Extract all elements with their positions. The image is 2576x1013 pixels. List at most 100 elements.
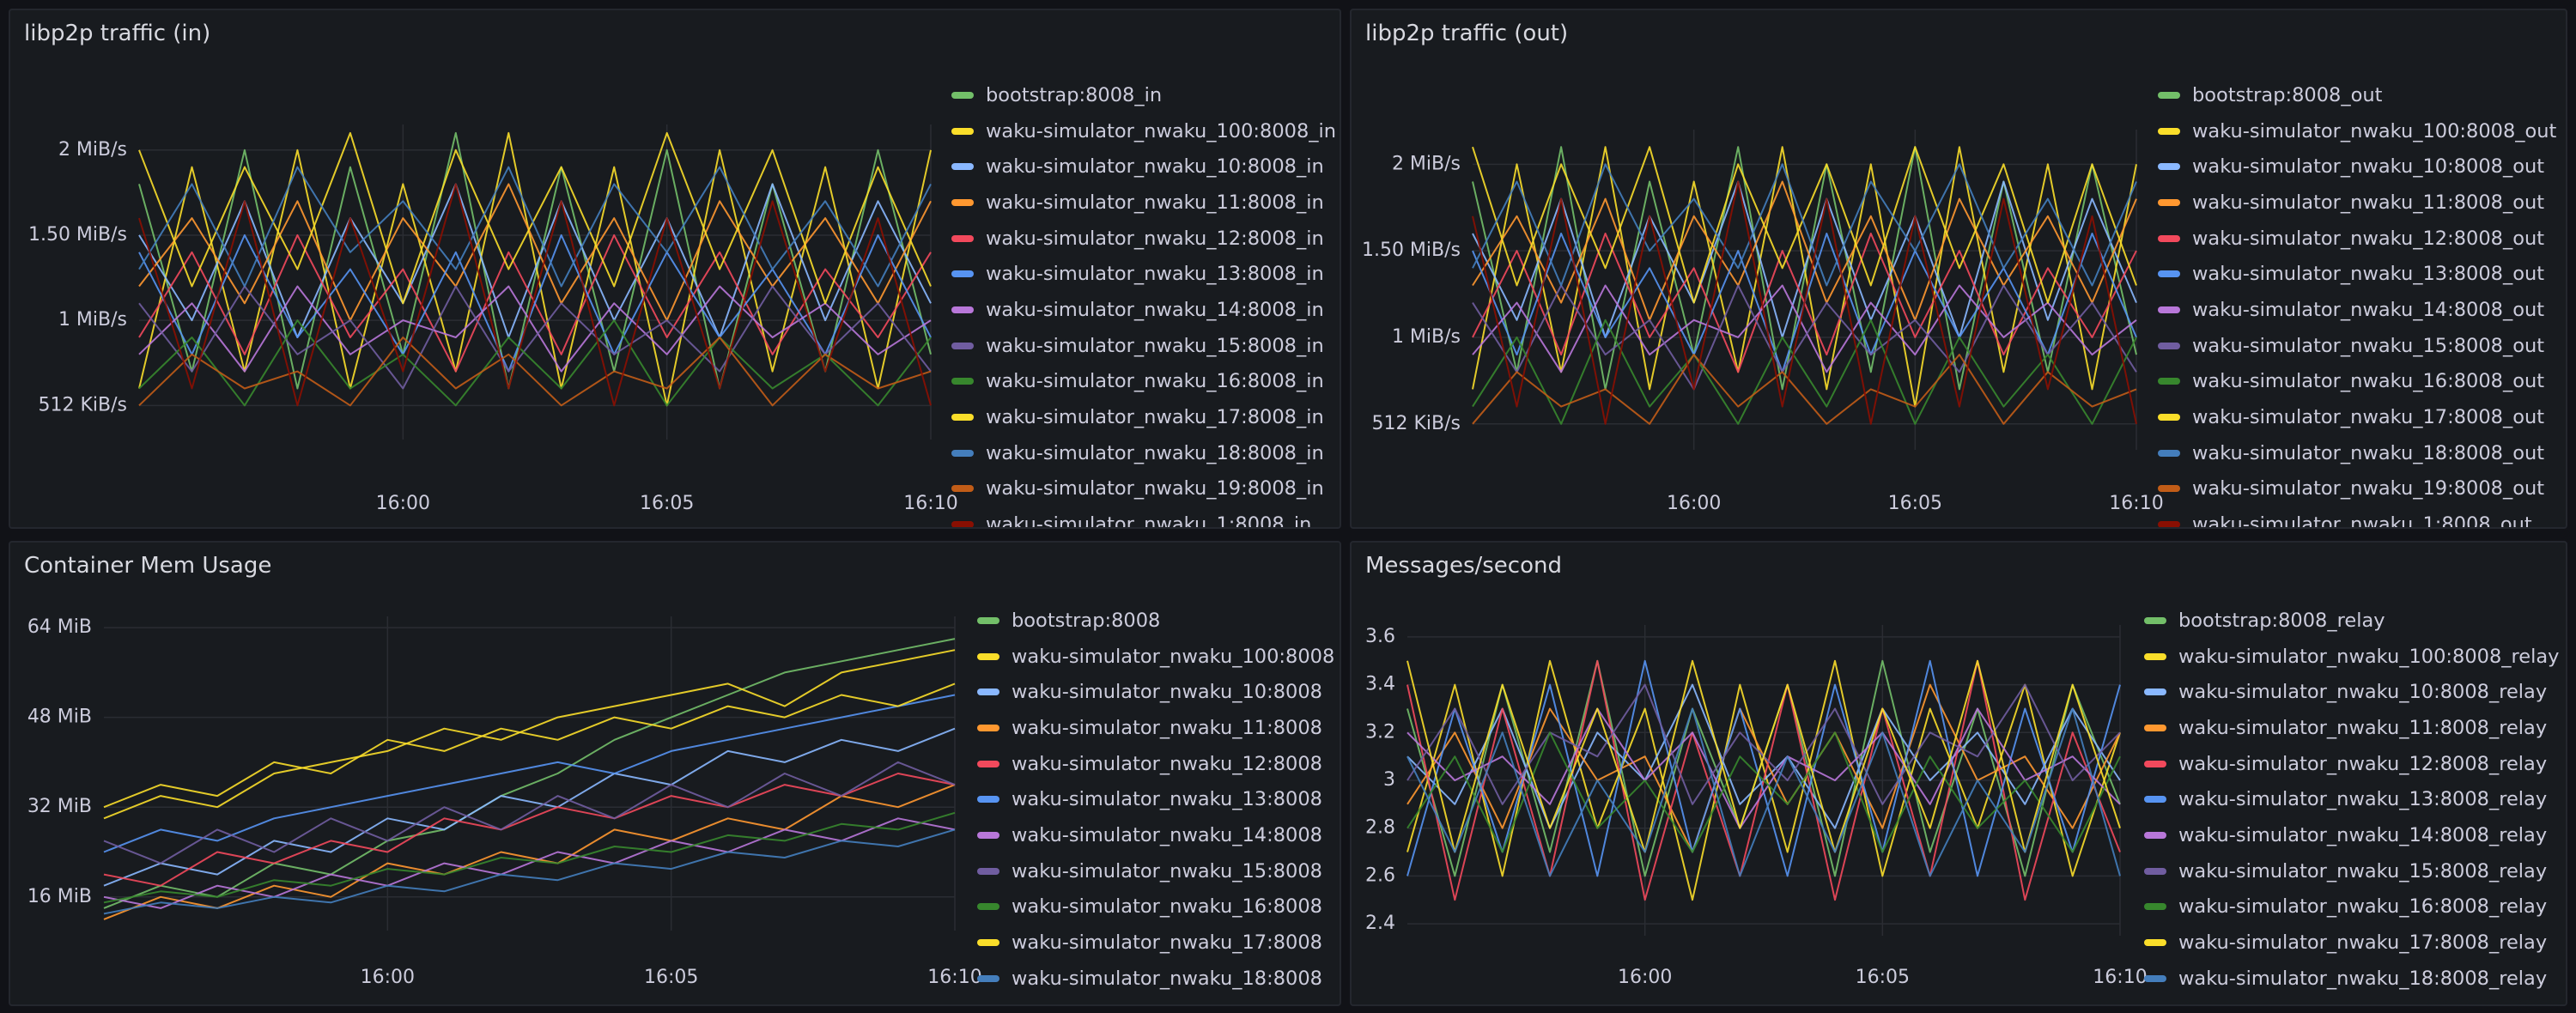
legend-item[interactable]: waku-simulator_nwaku_16:8008_relay bbox=[2144, 889, 2559, 925]
x-tick-label: 16:05 bbox=[640, 493, 694, 514]
legend-item[interactable]: waku-simulator_nwaku_17:8008_out bbox=[2158, 399, 2556, 435]
legend-swatch bbox=[977, 652, 999, 660]
legend-item[interactable]: waku-simulator_nwaku_14:8008_out bbox=[2158, 292, 2556, 328]
legend-swatch bbox=[2144, 796, 2166, 804]
legend-swatch bbox=[2158, 91, 2180, 99]
series-line bbox=[1406, 707, 2121, 829]
legend-item[interactable]: waku-simulator_nwaku_12:8008_out bbox=[2158, 221, 2556, 257]
legend-item[interactable]: waku-simulator_nwaku_13:8008_out bbox=[2158, 256, 2556, 292]
panel-title[interactable]: libp2p traffic (out) bbox=[1365, 21, 1569, 46]
legend-item[interactable]: waku-simulator_nwaku_17:8008_in bbox=[951, 399, 1336, 435]
legend-item[interactable]: waku-simulator_nwaku_19:8008_out bbox=[2158, 471, 2556, 507]
legend-item[interactable]: waku-simulator_nwaku_14:8008_in bbox=[951, 292, 1336, 328]
legend-item[interactable]: waku-simulator_nwaku_18:8008 bbox=[977, 961, 1334, 997]
series-line bbox=[1406, 731, 2121, 853]
legend-item[interactable]: bootstrap:8008_relay bbox=[2144, 603, 2559, 639]
legend-item[interactable]: waku-simulator_nwaku_10:8008_out bbox=[2158, 149, 2556, 185]
series-line bbox=[103, 649, 956, 820]
legend-item[interactable]: bootstrap:8008 bbox=[977, 603, 1334, 639]
legend-item[interactable]: waku-simulator_nwaku_18:8008_out bbox=[2158, 435, 2556, 471]
legend-swatch bbox=[2144, 903, 2166, 911]
legend-label: bootstrap:8008 bbox=[1012, 609, 1161, 632]
legend-item[interactable]: waku-simulator_nwaku_11:8008_out bbox=[2158, 185, 2556, 221]
plot: 512 KiB/s 1 MiB/s 1.50 MiB/s 2 MiB/s 16:00 16… bbox=[28, 124, 958, 514]
legend-item[interactable]: waku-simulator_nwaku_13:8008_in bbox=[951, 256, 1336, 292]
legend-swatch bbox=[977, 974, 999, 982]
legend-swatch bbox=[977, 939, 999, 947]
legend-label: waku-simulator_nwaku_12:8008 bbox=[1012, 752, 1322, 775]
legend-item[interactable]: waku-simulator_nwaku_14:8008_relay bbox=[2144, 817, 2559, 853]
legend-label: waku-simulator_nwaku_13:8008_in bbox=[986, 263, 1324, 286]
legend-swatch bbox=[977, 796, 999, 804]
legend-item[interactable]: waku-simulator_nwaku_17:8008_relay bbox=[2144, 925, 2559, 961]
legend-item[interactable]: waku-simulator_nwaku_15:8008_relay bbox=[2144, 853, 2559, 889]
legend-item[interactable]: bootstrap:8008_in bbox=[951, 77, 1336, 113]
legend-item[interactable]: waku-simulator_nwaku_15:8008 bbox=[977, 853, 1334, 889]
legend-label: waku-simulator_nwaku_16:8008_relay bbox=[2178, 895, 2548, 919]
legend-item[interactable]: waku-simulator_nwaku_12:8008_in bbox=[951, 221, 1336, 257]
legend-item[interactable]: waku-simulator_nwaku_100:8008_relay bbox=[2144, 639, 2559, 675]
legend: bootstrap:8008 waku-simulator_nwaku_100:8… bbox=[977, 603, 1334, 997]
legend-item[interactable]: bootstrap:8008_out bbox=[2158, 77, 2556, 113]
series-line bbox=[1472, 284, 2137, 373]
legend-item[interactable]: waku-simulator_nwaku_17:8008 bbox=[977, 925, 1334, 961]
legend-item[interactable]: waku-simulator_nwaku_12:8008_relay bbox=[2144, 746, 2559, 782]
legend-item[interactable]: waku-simulator_nwaku_11:8008_in bbox=[951, 185, 1336, 221]
panel-title[interactable]: libp2p traffic (in) bbox=[24, 21, 211, 46]
panel-title[interactable]: Container Mem Usage bbox=[24, 553, 272, 579]
legend-item[interactable]: waku-simulator_nwaku_16:8008_in bbox=[951, 364, 1336, 400]
series-line bbox=[138, 131, 932, 305]
legend: bootstrap:8008_out waku-simulator_nwaku_1… bbox=[2158, 77, 2556, 529]
legend-swatch bbox=[2144, 939, 2166, 947]
series-line bbox=[103, 828, 956, 915]
legend-label: waku-simulator_nwaku_1:8008_out bbox=[2192, 513, 2532, 529]
legend-item[interactable]: waku-simulator_nwaku_1:8008_in bbox=[951, 506, 1336, 527]
legend-item[interactable]: waku-simulator_nwaku_10:8008_in bbox=[951, 149, 1336, 185]
legend-item[interactable]: waku-simulator_nwaku_15:8008_in bbox=[951, 328, 1336, 364]
legend-label: waku-simulator_nwaku_12:8008_in bbox=[986, 227, 1324, 250]
series-line bbox=[1472, 318, 2137, 425]
legend-item[interactable]: waku-simulator_nwaku_13:8008 bbox=[977, 781, 1334, 817]
legend-label: waku-simulator_nwaku_10:8008_relay bbox=[2178, 681, 2548, 704]
legend-item[interactable]: waku-simulator_nwaku_100:8008_in bbox=[951, 113, 1336, 149]
legend-item[interactable]: waku-simulator_nwaku_1:8008_out bbox=[2158, 506, 2556, 529]
legend-item[interactable]: waku-simulator_nwaku_16:8008_out bbox=[2158, 364, 2556, 400]
y-tick-label: 64 MiB bbox=[27, 616, 92, 638]
legend-item[interactable]: waku-simulator_nwaku_10:8008_relay bbox=[2144, 674, 2559, 710]
y-tick-label: 1.50 MiB/s bbox=[1362, 240, 1461, 261]
panel: libp2p traffic (out) 512 KiB/s 1 MiB/s 1.50… bbox=[1350, 9, 2567, 529]
legend-item[interactable]: waku-simulator_nwaku_11:8008_relay bbox=[2144, 710, 2559, 746]
legend-item[interactable]: waku-simulator_nwaku_11:8008 bbox=[977, 710, 1334, 746]
legend: bootstrap:8008_relay waku-simulator_nwaku… bbox=[2144, 603, 2559, 997]
y-tick-label: 2.6 bbox=[1365, 864, 1395, 886]
series-line bbox=[1472, 180, 2137, 425]
legend-item[interactable]: waku-simulator_nwaku_12:8008 bbox=[977, 746, 1334, 782]
legend-label: waku-simulator_nwaku_18:8008_out bbox=[2192, 441, 2545, 464]
legend: bootstrap:8008_in waku-simulator_nwaku_10… bbox=[951, 77, 1336, 527]
legend-item[interactable]: waku-simulator_nwaku_18:8008_relay bbox=[2144, 961, 2559, 997]
y-tick-label: 1 MiB/s bbox=[58, 309, 127, 331]
y-tick-label: 2.8 bbox=[1365, 817, 1395, 839]
x-tick-label: 16:05 bbox=[1888, 493, 1942, 514]
legend-item[interactable]: waku-simulator_nwaku_10:8008 bbox=[977, 674, 1334, 710]
legend-swatch bbox=[2158, 270, 2180, 278]
series-line bbox=[103, 682, 956, 809]
legend-label: waku-simulator_nwaku_11:8008_in bbox=[986, 191, 1324, 214]
legend-item[interactable]: waku-simulator_nwaku_18:8008_in bbox=[951, 435, 1336, 471]
legend-label: waku-simulator_nwaku_100:8008 bbox=[1012, 645, 1335, 668]
legend-item[interactable]: waku-simulator_nwaku_100:8008_out bbox=[2158, 113, 2556, 149]
legend-swatch bbox=[951, 91, 974, 99]
legend-item[interactable]: waku-simulator_nwaku_100:8008 bbox=[977, 639, 1334, 675]
legend-item[interactable]: waku-simulator_nwaku_19:8008_in bbox=[951, 471, 1336, 507]
legend-item[interactable]: waku-simulator_nwaku_14:8008 bbox=[977, 817, 1334, 853]
legend-label: waku-simulator_nwaku_18:8008 bbox=[1012, 967, 1322, 990]
x-tick-label: 16:00 bbox=[1667, 493, 1721, 514]
legend-swatch bbox=[2144, 974, 2166, 982]
legend-item[interactable]: waku-simulator_nwaku_16:8008 bbox=[977, 889, 1334, 925]
legend-label: waku-simulator_nwaku_17:8008_relay bbox=[2178, 931, 2548, 955]
series-line bbox=[103, 811, 956, 904]
x-tick-label: 16:10 bbox=[903, 493, 957, 514]
legend-item[interactable]: waku-simulator_nwaku_13:8008_relay bbox=[2144, 781, 2559, 817]
legend-item[interactable]: waku-simulator_nwaku_15:8008_out bbox=[2158, 328, 2556, 364]
panel-title[interactable]: Messages/second bbox=[1365, 553, 1562, 579]
